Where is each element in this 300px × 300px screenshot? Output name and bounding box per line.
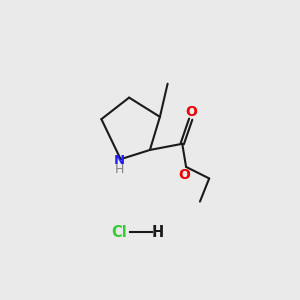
Text: H: H xyxy=(152,225,164,240)
Text: O: O xyxy=(185,105,197,119)
Text: N: N xyxy=(113,154,125,167)
Text: Cl: Cl xyxy=(111,225,127,240)
Text: O: O xyxy=(178,168,190,182)
Text: H: H xyxy=(114,164,124,176)
